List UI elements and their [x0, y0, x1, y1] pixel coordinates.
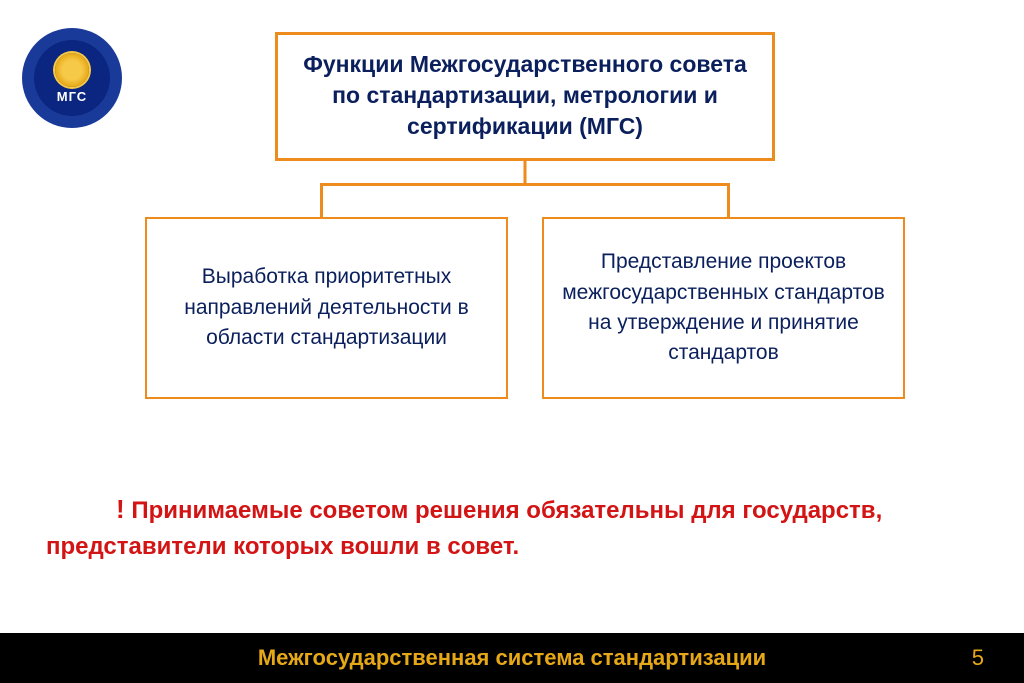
- exclamation-icon: !: [116, 494, 125, 524]
- connector-line: [320, 183, 730, 186]
- connector-line: [320, 183, 323, 217]
- mgs-logo-icon: МГС: [22, 28, 122, 128]
- slide: МГС Функции Межгосударственного совета п…: [0, 0, 1024, 683]
- org-tree-diagram: Функции Межгосударственного совета по ст…: [145, 32, 905, 399]
- page-number: 5: [972, 645, 984, 671]
- important-note: ! Принимаемые советом решения обязательн…: [46, 490, 978, 565]
- logo-abbrev: МГС: [57, 89, 87, 104]
- footer-title: Межгосударственная система стандартизаци…: [258, 645, 766, 671]
- tree-child-box: Выработка приоритетных направлений деяте…: [145, 217, 508, 399]
- connector-line: [524, 161, 527, 183]
- slide-footer: Межгосударственная система стандартизаци…: [0, 633, 1024, 683]
- tree-children-row: Выработка приоритетных направлений деяте…: [145, 217, 905, 399]
- tree-root-box: Функции Межгосударственного совета по ст…: [275, 32, 775, 161]
- logo-inner-circle: МГС: [34, 40, 110, 116]
- logo-outer-ring: МГС: [22, 28, 122, 128]
- tree-child-box: Представление проектов межгосударственны…: [542, 217, 905, 399]
- note-text: Принимаемые советом решения обязательны …: [46, 497, 882, 560]
- connector-line: [727, 183, 730, 217]
- tree-connectors: [145, 161, 905, 217]
- logo-sun-icon: [55, 53, 89, 87]
